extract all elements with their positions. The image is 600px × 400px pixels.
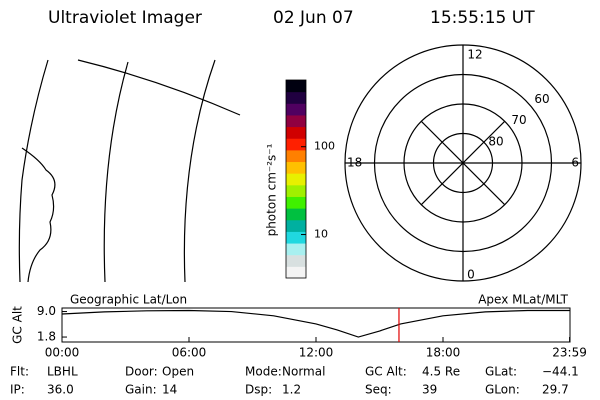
left-label: Geographic Lat/Lon bbox=[70, 293, 187, 307]
status-value: 1.2 bbox=[282, 383, 301, 397]
title: Ultraviolet Imager bbox=[48, 8, 202, 28]
date: 02 Jun 07 bbox=[273, 8, 354, 28]
color-band bbox=[286, 91, 306, 104]
colorbar-tick-label: 10 bbox=[314, 228, 328, 241]
status-value: Open bbox=[162, 365, 194, 379]
status-value: 36.0 bbox=[47, 383, 74, 397]
color-band bbox=[286, 161, 306, 174]
polar-diagonal bbox=[420, 120, 506, 206]
lat-label: 60 bbox=[534, 92, 549, 106]
color-band bbox=[286, 243, 306, 256]
status-value: 4.5 Re bbox=[422, 365, 460, 379]
y-tick-label: 9.0 bbox=[37, 304, 56, 318]
color-band bbox=[286, 114, 306, 128]
color-band bbox=[286, 196, 306, 209]
color-band bbox=[286, 254, 306, 267]
colorbar: 10 100 photon cm⁻²s⁻¹ bbox=[265, 79, 335, 279]
status-label: Seq: bbox=[365, 383, 392, 397]
status-value: 29.7 bbox=[542, 383, 569, 397]
x-tick-label: 23:59 bbox=[552, 346, 587, 360]
color-band bbox=[286, 208, 306, 221]
colorbar-tick-label: 100 bbox=[314, 140, 335, 153]
status-label: IP: bbox=[10, 383, 25, 397]
y-label: GC Alt bbox=[11, 306, 25, 344]
status-value: LBHL bbox=[47, 365, 78, 379]
coastline bbox=[21, 147, 56, 283]
color-band bbox=[286, 184, 306, 197]
x-tick-label: 18:00 bbox=[426, 346, 461, 360]
status-value: 14 bbox=[162, 383, 177, 397]
map-line bbox=[183, 59, 216, 283]
map-line bbox=[103, 61, 129, 283]
clock-label: 12 bbox=[467, 48, 482, 62]
y-tick-label: 1.8 bbox=[37, 330, 56, 344]
status-label: Gain: bbox=[125, 383, 157, 397]
x-tick-label: 06:00 bbox=[172, 346, 207, 360]
lat-ring bbox=[403, 103, 523, 223]
status-label: Door: bbox=[125, 365, 158, 379]
status-value: −44.1 bbox=[542, 365, 579, 379]
plot-frame bbox=[61, 307, 571, 343]
altitude-line bbox=[61, 309, 570, 338]
altitude-plot: Geographic Lat/Lon Apex MLat/MLT GC Alt 1.8… bbox=[11, 293, 587, 360]
color-band bbox=[286, 231, 306, 244]
map-line bbox=[18, 59, 49, 283]
color-band bbox=[286, 126, 306, 139]
map-line bbox=[77, 59, 241, 116]
status-label: GC Alt: bbox=[365, 365, 407, 379]
status-label: Mode: bbox=[245, 365, 282, 379]
lat-ring bbox=[373, 73, 553, 253]
time: 15:55:15 UT bbox=[430, 8, 535, 28]
lat-label: 80 bbox=[488, 134, 503, 148]
color-band bbox=[286, 149, 306, 163]
clock-label: 6 bbox=[571, 156, 579, 170]
map bbox=[18, 59, 241, 283]
lat-ring bbox=[432, 132, 494, 194]
x-tick-label: 12:00 bbox=[299, 346, 334, 360]
status-bar: Flt: LBHL IP: 36.0 Door: Open Gain: 14 Mode: Norm… bbox=[10, 365, 579, 397]
status-label: GLon: bbox=[485, 383, 520, 397]
clock-label: 18 bbox=[347, 156, 362, 170]
color-band bbox=[286, 219, 306, 232]
x-tick-label: 00:00 bbox=[45, 346, 80, 360]
color-band bbox=[286, 80, 306, 93]
colorbar-label: photon cm⁻²s⁻¹ bbox=[265, 143, 279, 236]
color-band bbox=[286, 266, 306, 279]
clock-label: 0 bbox=[467, 268, 475, 282]
status-label: Dsp: bbox=[245, 383, 272, 397]
color-band bbox=[286, 103, 306, 116]
lat-label: 70 bbox=[511, 113, 526, 127]
color-band bbox=[286, 138, 306, 151]
color-band bbox=[286, 173, 306, 186]
status-value: 39 bbox=[422, 383, 437, 397]
status-label: GLat: bbox=[485, 365, 517, 379]
colorbar-frame bbox=[285, 79, 307, 279]
status-label: Flt: bbox=[10, 365, 29, 379]
status-value: Normal bbox=[282, 365, 325, 379]
right-label: Apex MLat/MLT bbox=[478, 293, 568, 307]
